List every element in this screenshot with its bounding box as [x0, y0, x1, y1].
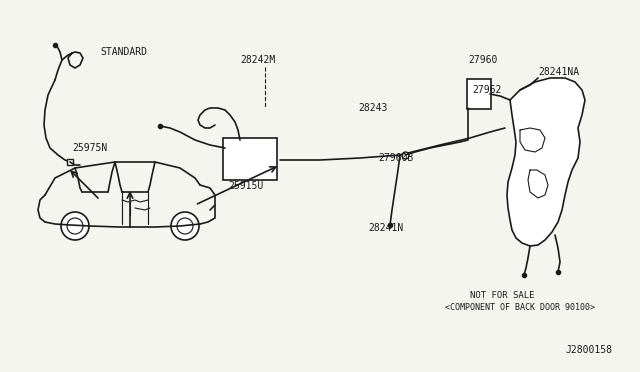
Circle shape [61, 212, 89, 240]
Text: 28243: 28243 [358, 103, 387, 113]
FancyBboxPatch shape [223, 138, 277, 180]
Text: NOT FOR SALE: NOT FOR SALE [470, 291, 534, 299]
Polygon shape [507, 78, 585, 246]
Text: 27960B: 27960B [378, 153, 413, 163]
Text: J2800158: J2800158 [565, 345, 612, 355]
Circle shape [171, 212, 199, 240]
Text: STANDARD: STANDARD [100, 47, 147, 57]
Circle shape [177, 218, 193, 234]
Text: 28241N: 28241N [368, 223, 403, 233]
Text: 28241NA: 28241NA [538, 67, 579, 77]
FancyBboxPatch shape [467, 79, 491, 109]
Text: 28242M: 28242M [240, 55, 275, 65]
Text: 25915U: 25915U [228, 181, 263, 191]
Text: <COMPONENT OF BACK DOOR 90100>: <COMPONENT OF BACK DOOR 90100> [445, 304, 595, 312]
Text: 27960: 27960 [468, 55, 497, 65]
Circle shape [67, 218, 83, 234]
Text: 27962: 27962 [472, 85, 501, 95]
Text: 25975N: 25975N [72, 143, 108, 153]
